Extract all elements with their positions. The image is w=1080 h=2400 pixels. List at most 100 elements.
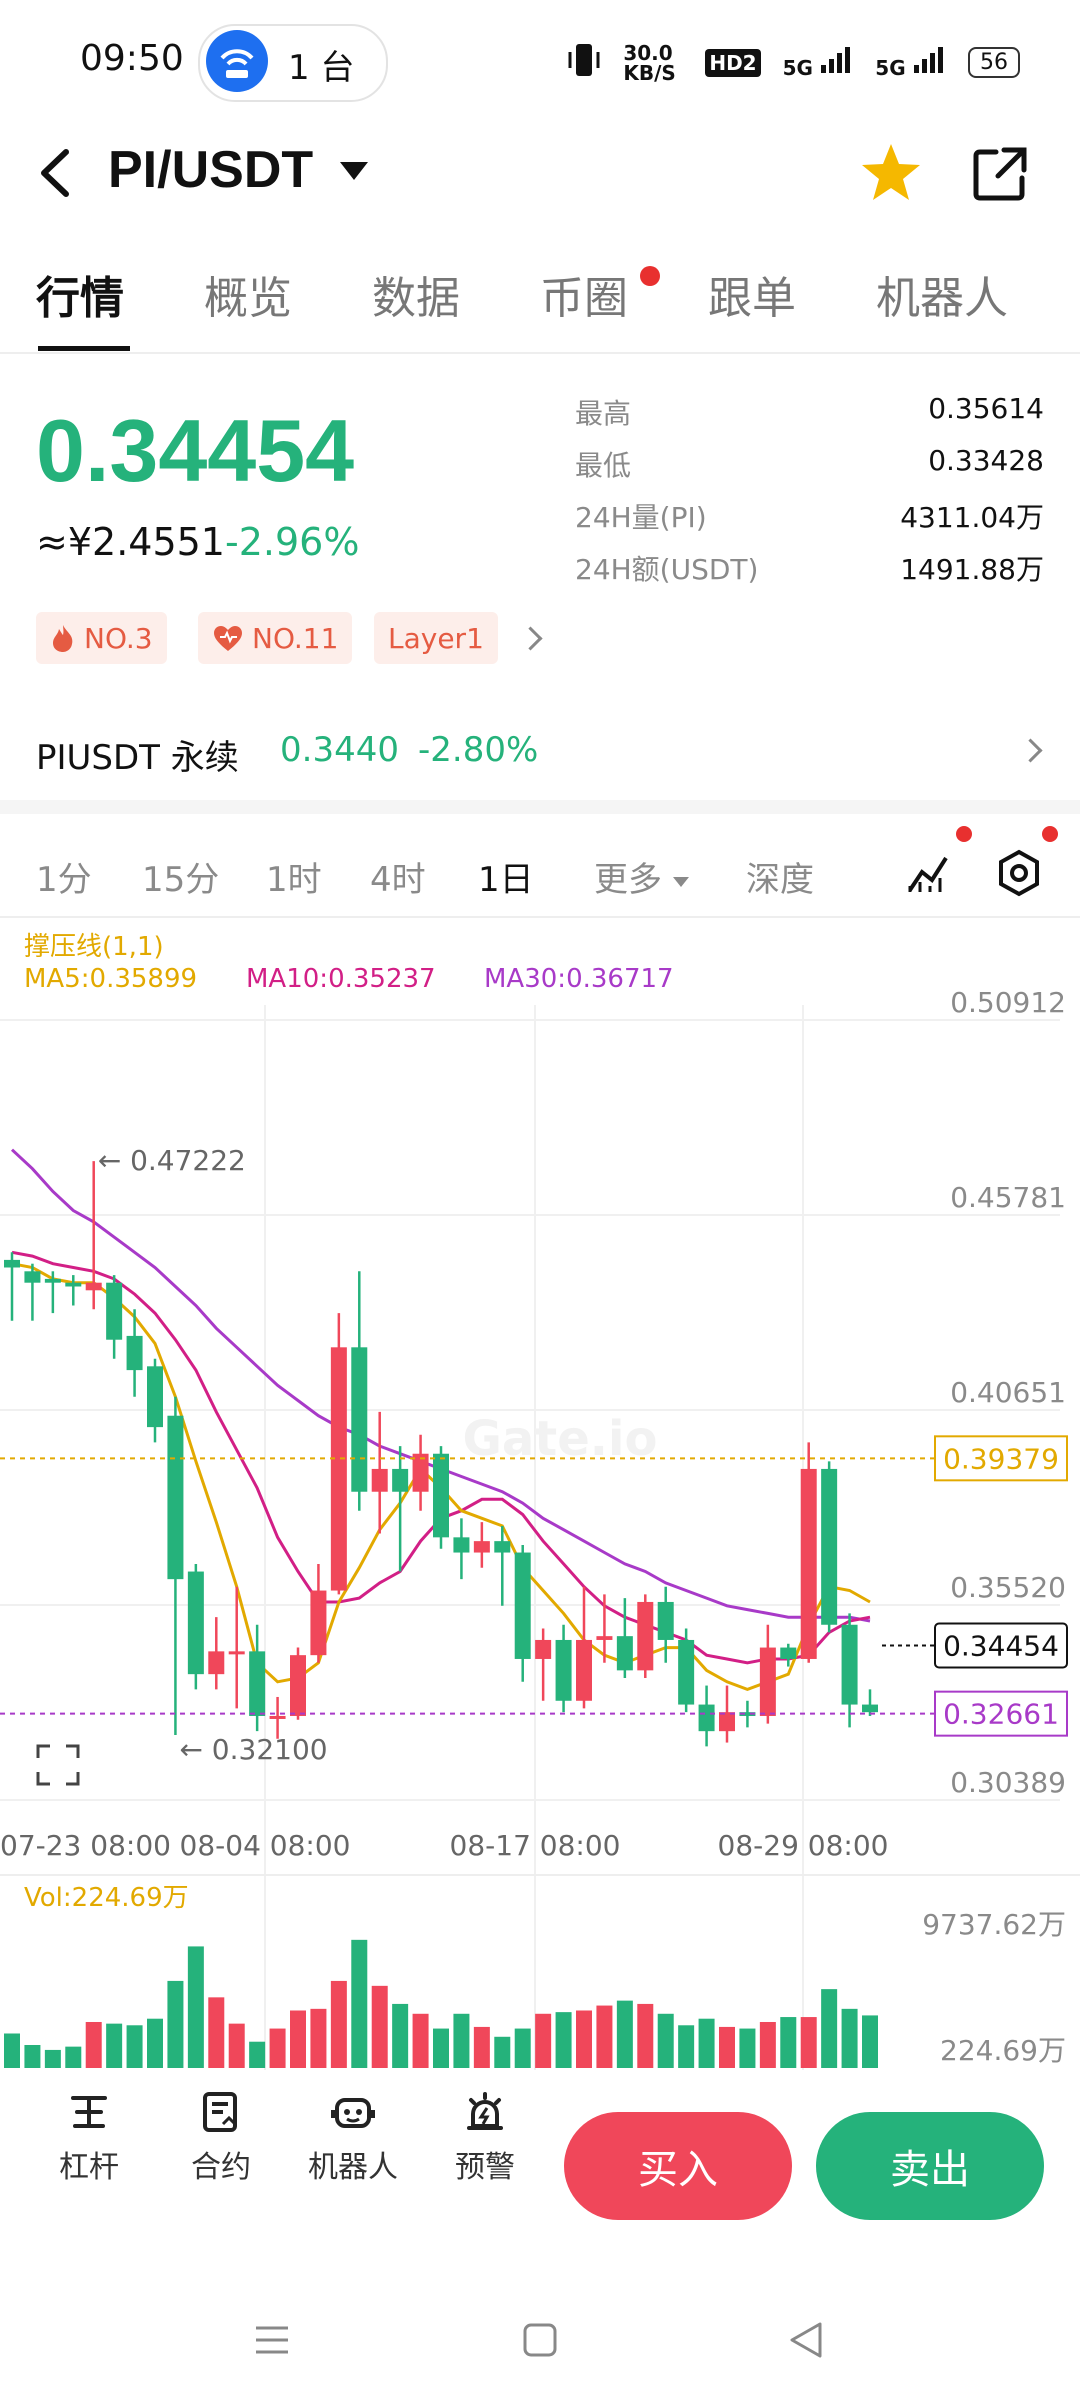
candle-body <box>167 1415 184 1580</box>
signal-2-icon: 5G <box>875 45 946 80</box>
volume-bar <box>800 2017 817 2068</box>
tab-market[interactable]: 行情 <box>36 273 124 324</box>
sell-button[interactable]: 卖出 <box>816 2112 1044 2220</box>
menu-icon[interactable] <box>252 2320 292 2360</box>
tab-data[interactable]: 数据 <box>372 273 460 324</box>
y-tick-label: 0.35520 <box>950 1571 1066 1604</box>
volume-bar <box>453 2013 470 2068</box>
interval-1d[interactable]: 1日 <box>478 860 534 900</box>
indicator-dot <box>956 826 972 842</box>
interval-4h[interactable]: 4时 <box>370 860 426 900</box>
share-icon[interactable] <box>970 144 1030 204</box>
fire-icon <box>53 625 73 652</box>
interval-1h[interactable]: 1时 <box>266 860 322 900</box>
perp-chevron-icon[interactable] <box>1018 738 1043 763</box>
volume-bar <box>126 2025 143 2068</box>
tabs-divider <box>0 352 1080 354</box>
volume-bar <box>147 2018 163 2068</box>
perp-name[interactable]: PIUSDT 永续 <box>36 738 239 778</box>
last-price-label: 0.34454 <box>943 1630 1059 1663</box>
settings-dot <box>1042 826 1058 842</box>
volume-bar <box>514 2028 531 2068</box>
volume-bar <box>24 2044 41 2068</box>
pair-dropdown-icon[interactable] <box>340 162 368 180</box>
candle-body <box>759 1647 776 1716</box>
volume-bar <box>657 2013 674 2068</box>
volume-bar <box>719 2026 735 2068</box>
status-icons: 30.0 KB/S HD2 5G 5G 56 <box>567 40 1020 85</box>
candle-body <box>514 1552 531 1659</box>
candle-body <box>473 1541 490 1553</box>
hotspot-pill[interactable]: 1 台 <box>198 24 388 102</box>
candle-body <box>555 1639 572 1701</box>
price-change: -2.96% <box>225 520 360 564</box>
candle-body <box>453 1537 470 1553</box>
nav-contract[interactable]: 合约 <box>166 2090 276 2186</box>
expand-icon-corner <box>36 1772 50 1786</box>
tab-overview[interactable]: 概览 <box>204 273 292 324</box>
nav-leverage[interactable]: 杠杆 <box>34 2090 144 2186</box>
home-icon[interactable] <box>520 2320 560 2360</box>
candle-body <box>24 1271 41 1283</box>
candle-body <box>4 1259 20 1268</box>
ma5-legend: MA5:0.35899 <box>24 964 198 994</box>
volume-bar <box>228 2023 245 2068</box>
nav-robot[interactable]: 机器人 <box>298 2090 408 2186</box>
tab-copy-trade[interactable]: 跟单 <box>708 273 796 324</box>
price-chart[interactable]: 0.509120.457810.406510.355200.30389Gate.… <box>0 920 1080 2070</box>
tab-active-indicator <box>38 346 130 351</box>
candle-body <box>719 1712 735 1732</box>
status-bar: 09:50 1 台 30.0 KB/S HD2 5G 5G 56 <box>0 0 1080 120</box>
volume-bar <box>596 2005 613 2068</box>
volume-bar <box>678 2025 695 2068</box>
tag-popularity[interactable]: NO.11 <box>198 612 353 664</box>
tag-rank[interactable]: NO.3 <box>36 612 167 664</box>
tags-more-icon[interactable] <box>518 626 543 651</box>
volume-bar <box>85 2021 102 2068</box>
expand-icon[interactable] <box>36 1744 80 1786</box>
x-tick-label: 08-17 08:00 <box>450 1829 621 1862</box>
signal-2-label: 5G <box>875 56 906 80</box>
candle-body <box>147 1366 163 1428</box>
interval-more[interactable]: 更多 <box>594 852 689 901</box>
candle-body <box>535 1639 552 1659</box>
volume-bar <box>269 2028 286 2068</box>
x-tick-label: 08-29 08:00 <box>718 1829 889 1862</box>
back-icon[interactable] <box>36 148 76 198</box>
pair-title[interactable]: PI/USDT <box>108 141 314 199</box>
candle-body <box>106 1282 123 1340</box>
x-tick-label: 07-23 08:00 <box>0 1829 171 1862</box>
volume-bar <box>433 2028 449 2068</box>
tag-popularity-label: NO.11 <box>252 621 339 655</box>
expand-icon-corner <box>36 1744 50 1758</box>
volume-bar <box>208 1997 225 2068</box>
candle-body <box>187 1571 204 1675</box>
interval-divider <box>0 916 1080 918</box>
volume-bar <box>167 1980 184 2068</box>
indicator-icon[interactable] <box>906 850 950 898</box>
more-caret-icon <box>672 876 689 887</box>
candle-body <box>433 1453 449 1538</box>
stat-low-value: 0.33428 <box>928 444 1044 477</box>
stat-vol-value: 4311.04万 <box>900 501 1044 534</box>
x-tick-label: 08-04 08:00 <box>180 1829 351 1862</box>
heart-icon <box>214 626 242 651</box>
back-nav-icon[interactable] <box>786 2320 826 2360</box>
volume-bar <box>392 2003 409 2068</box>
favorite-star-icon[interactable] <box>858 140 924 206</box>
interval-15m[interactable]: 15分 <box>142 860 220 900</box>
volume-bar <box>310 2008 327 2068</box>
tab-community[interactable]: 币圈 <box>540 273 628 324</box>
buy-button[interactable]: 买入 <box>564 2112 792 2220</box>
hotspot-count: 1 台 <box>288 48 355 88</box>
tag-layer1[interactable]: Layer1 <box>374 612 498 664</box>
candle-body <box>657 1601 674 1640</box>
signal-1-label: 5G <box>782 56 813 80</box>
settings-hex-icon[interactable] <box>994 848 1044 902</box>
resistance-label: 0.39379 <box>943 1442 1059 1475</box>
tab-bots[interactable]: 机器人 <box>876 273 1008 324</box>
interval-1m[interactable]: 1分 <box>36 860 92 900</box>
interval-depth[interactable]: 深度 <box>746 860 814 900</box>
candle-body <box>44 1278 61 1283</box>
nav-alarm[interactable]: 预警 <box>430 2090 540 2186</box>
